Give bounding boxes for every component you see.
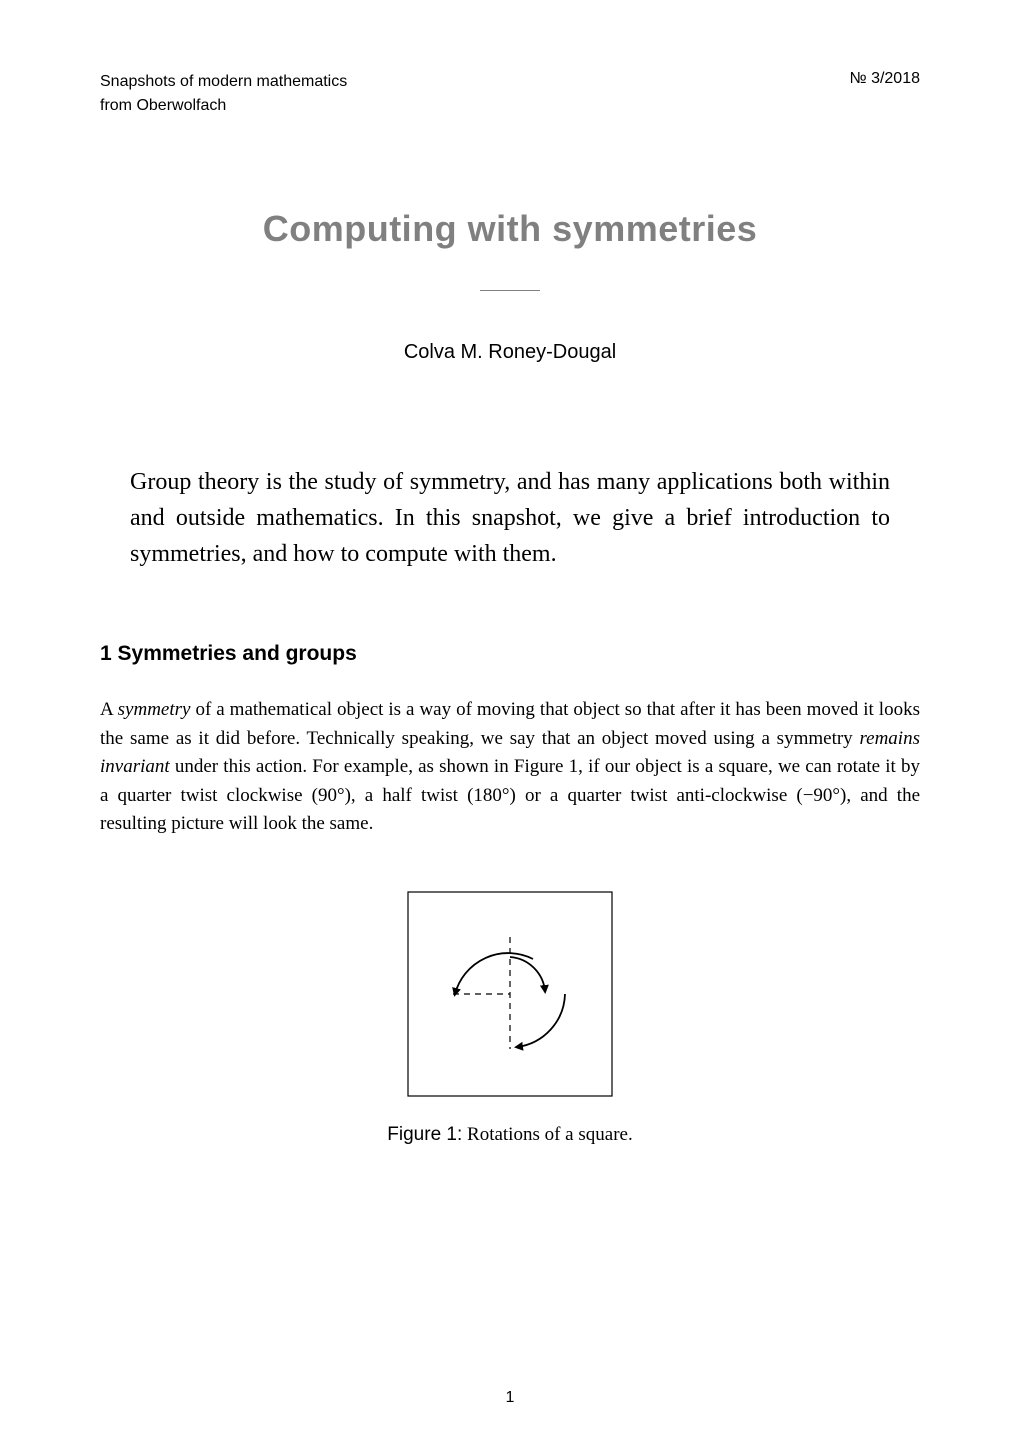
article-title: Computing with symmetries	[100, 208, 920, 250]
author-name: Colva M. Roney-Dougal	[100, 341, 920, 364]
abstract-text: Group theory is the study of symmetry, a…	[130, 464, 890, 572]
issue-number: № 3/2018	[849, 70, 920, 118]
figure-1: Figure 1: Rotations of a square.	[100, 889, 920, 1146]
title-divider	[480, 290, 540, 291]
series-line-1: Snapshots of modern mathematics	[100, 70, 347, 94]
section-number: 1	[100, 642, 112, 665]
series-title: Snapshots of modern mathematics from Obe…	[100, 70, 347, 118]
figure-caption-text: Rotations of a square.	[467, 1124, 633, 1145]
figure-label: Figure 1:	[387, 1124, 462, 1145]
page-header: Snapshots of modern mathematics from Obe…	[100, 70, 920, 118]
rotation-diagram	[405, 889, 615, 1099]
figure-caption: Figure 1: Rotations of a square.	[100, 1124, 920, 1146]
page-number: 1	[506, 1389, 515, 1407]
section-heading: 1 Symmetries and groups	[100, 642, 920, 666]
section-title: Symmetries and groups	[118, 642, 357, 665]
series-line-2: from Oberwolfach	[100, 94, 347, 118]
body-paragraph: A symmetry of a mathematical object is a…	[100, 696, 920, 839]
